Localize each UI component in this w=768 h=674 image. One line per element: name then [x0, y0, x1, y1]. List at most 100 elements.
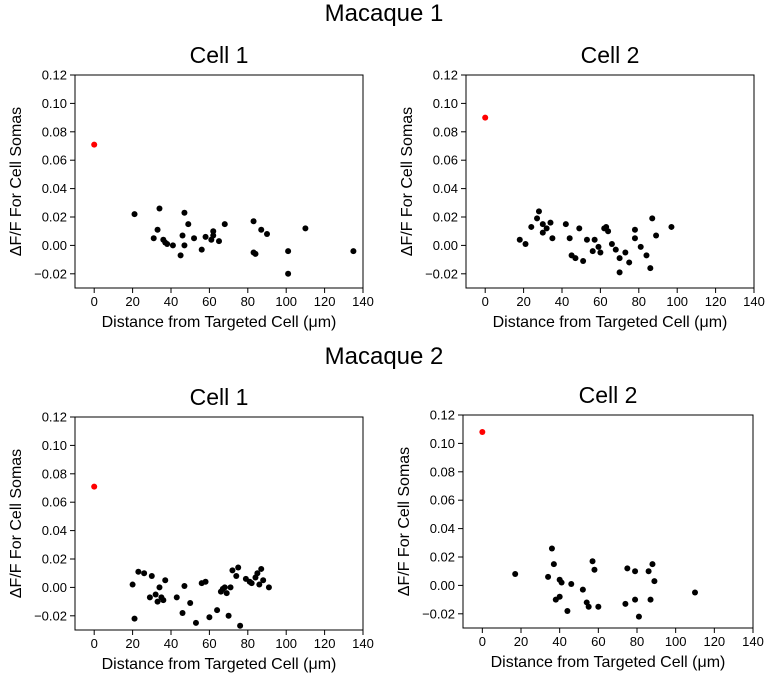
chart-0-ytick-label: 0.00: [42, 238, 67, 253]
chart-2-ytick-label: 0.08: [42, 466, 67, 481]
chart-1-data-point: [591, 236, 598, 243]
chart-0-title: Cell 1: [190, 42, 249, 68]
chart-2-data-point: [173, 594, 180, 601]
chart-2-data-point: [235, 564, 242, 571]
chart-3-data-point: [579, 586, 586, 593]
chart-1-data-point: [631, 226, 638, 233]
chart-1-data-point: [622, 249, 629, 256]
chart-1-data-point: [562, 221, 569, 228]
chart-3-data-point: [564, 607, 571, 614]
chart-3-targeted-point: [479, 429, 486, 436]
chart-0-ytick-label: 0.06: [42, 153, 67, 168]
chart-1-xtick-label: 80: [632, 294, 646, 309]
chart-0-data-point: [169, 242, 176, 249]
chart-3-data-point: [692, 589, 698, 596]
chart-2-data-point: [156, 584, 163, 591]
chart-1-data-point: [522, 240, 529, 247]
chart-2-data-point: [202, 578, 209, 585]
chart-2-ytick-label: 0.04: [42, 523, 67, 538]
chart-3-xtick-label: 140: [742, 634, 764, 649]
chart-1-title: Cell 2: [581, 42, 640, 68]
chart-1-axes-frame: [465, 74, 755, 289]
chart-2-xtick-label: 20: [125, 636, 139, 651]
chart-3-data-point: [651, 578, 658, 585]
chart-macaque2-cell1: Cell 1 0 20 40 60 80 100 120 140 −0.02 0.00 0.02 0.0…: [8, 384, 374, 673]
chart-3-data-point: [512, 571, 519, 578]
chart-2-targeted-point: [91, 483, 98, 490]
chart-0-xlabel: Distance from Targeted Cell (μm): [102, 314, 337, 331]
chart-3-data-point: [647, 596, 654, 603]
chart-0-xtick-label: 100: [275, 294, 297, 309]
chart-3-ytick-label: −0.02: [422, 606, 455, 621]
chart-2-data-point: [146, 594, 153, 601]
chart-0-xtick-label: 80: [241, 294, 255, 309]
chart-0-ytick-label: −0.02: [34, 266, 67, 281]
chart-3-xtick-label: 100: [665, 634, 687, 649]
chart-2-data-point: [192, 619, 199, 626]
chart-3-data-point: [624, 565, 631, 572]
chart-0-data-point: [216, 238, 222, 245]
chart-1-data-point: [589, 248, 596, 255]
chart-2-data-point: [181, 582, 188, 589]
chart-3-data-point: [645, 568, 652, 575]
chart-1-ytick-label: 0.10: [433, 96, 458, 111]
chart-2-data-point: [148, 573, 155, 580]
chart-2-data-point: [248, 580, 255, 587]
chart-1-xtick-label: 20: [516, 294, 530, 309]
chart-1-data-point: [583, 236, 590, 243]
chart-1-data-point: [626, 259, 633, 266]
chart-0-data-point: [150, 235, 157, 242]
chart-0-data-point: [185, 221, 192, 228]
chart-1-data-point: [576, 225, 583, 232]
chart-1-data-point: [566, 235, 573, 242]
chart-3-xtick-label: 20: [514, 634, 528, 649]
chart-1-data-point: [547, 219, 554, 226]
chart-2-xtick-label: 40: [164, 636, 178, 651]
chart-0-data-point: [285, 270, 292, 277]
chart-3-ytick-label: 0.08: [430, 464, 455, 479]
chart-0-ylabel: ΔF/F For Cell Somas: [8, 107, 25, 256]
chart-1-xtick-label: 0: [482, 294, 489, 309]
chart-2-axes-frame: [74, 416, 364, 631]
chart-1-ylabel: ΔF/F For Cell Somas: [399, 107, 416, 256]
chart-3-data-point: [545, 573, 552, 580]
chart-0-data-point: [179, 232, 186, 239]
chart-2-data-point: [179, 609, 186, 616]
chart-0-data-point: [210, 232, 217, 239]
chart-2-xtick-label: 0: [91, 636, 98, 651]
chart-3-ytick-label: 0.02: [430, 550, 455, 565]
chart-0-data-point: [258, 226, 265, 233]
chart-0-ytick-label: 0.12: [42, 68, 67, 83]
chart-3-xtick-label: 60: [591, 634, 605, 649]
chart-0-data-point: [181, 209, 188, 216]
chart-0-data-point: [350, 248, 357, 255]
chart-0-targeted-point: [91, 141, 98, 148]
chart-3-xtick-label: 40: [552, 634, 566, 649]
chart-2-data-point: [162, 577, 169, 584]
chart-2-data-point: [206, 614, 213, 621]
chart-1-data-point: [647, 265, 654, 272]
chart-1-data-point: [637, 243, 644, 250]
chart-3-title: Cell 2: [579, 382, 638, 408]
chart-2-data-point: [237, 622, 244, 629]
chart-3-data-point: [635, 613, 642, 620]
chart-2-data-point: [265, 584, 272, 591]
chart-1-data-point: [534, 215, 541, 222]
chart-1-data-point: [668, 223, 675, 230]
chart-2-data-point: [221, 584, 228, 591]
chart-2-xtick-label: 120: [314, 636, 336, 651]
chart-1-ytick-label: 0.04: [433, 181, 458, 196]
chart-1-data-point: [543, 225, 550, 232]
chart-0-data-point: [264, 231, 270, 238]
chart-3-ytick-label: 0.10: [430, 436, 455, 451]
chart-1-data-point: [580, 258, 587, 265]
chart-0-data-point: [154, 226, 161, 233]
chart-3-ytick-label: 0.00: [430, 578, 455, 593]
chart-1-data-point: [608, 240, 615, 247]
chart-3-ylabel: ΔF/F For Cell Somas: [396, 447, 413, 596]
chart-0-data-point: [164, 240, 171, 247]
chart-3-data-point: [649, 561, 656, 568]
chart-0-xtick-label: 140: [352, 294, 374, 309]
chart-1-data-point: [649, 215, 656, 222]
chart-2-data-point: [225, 612, 232, 619]
